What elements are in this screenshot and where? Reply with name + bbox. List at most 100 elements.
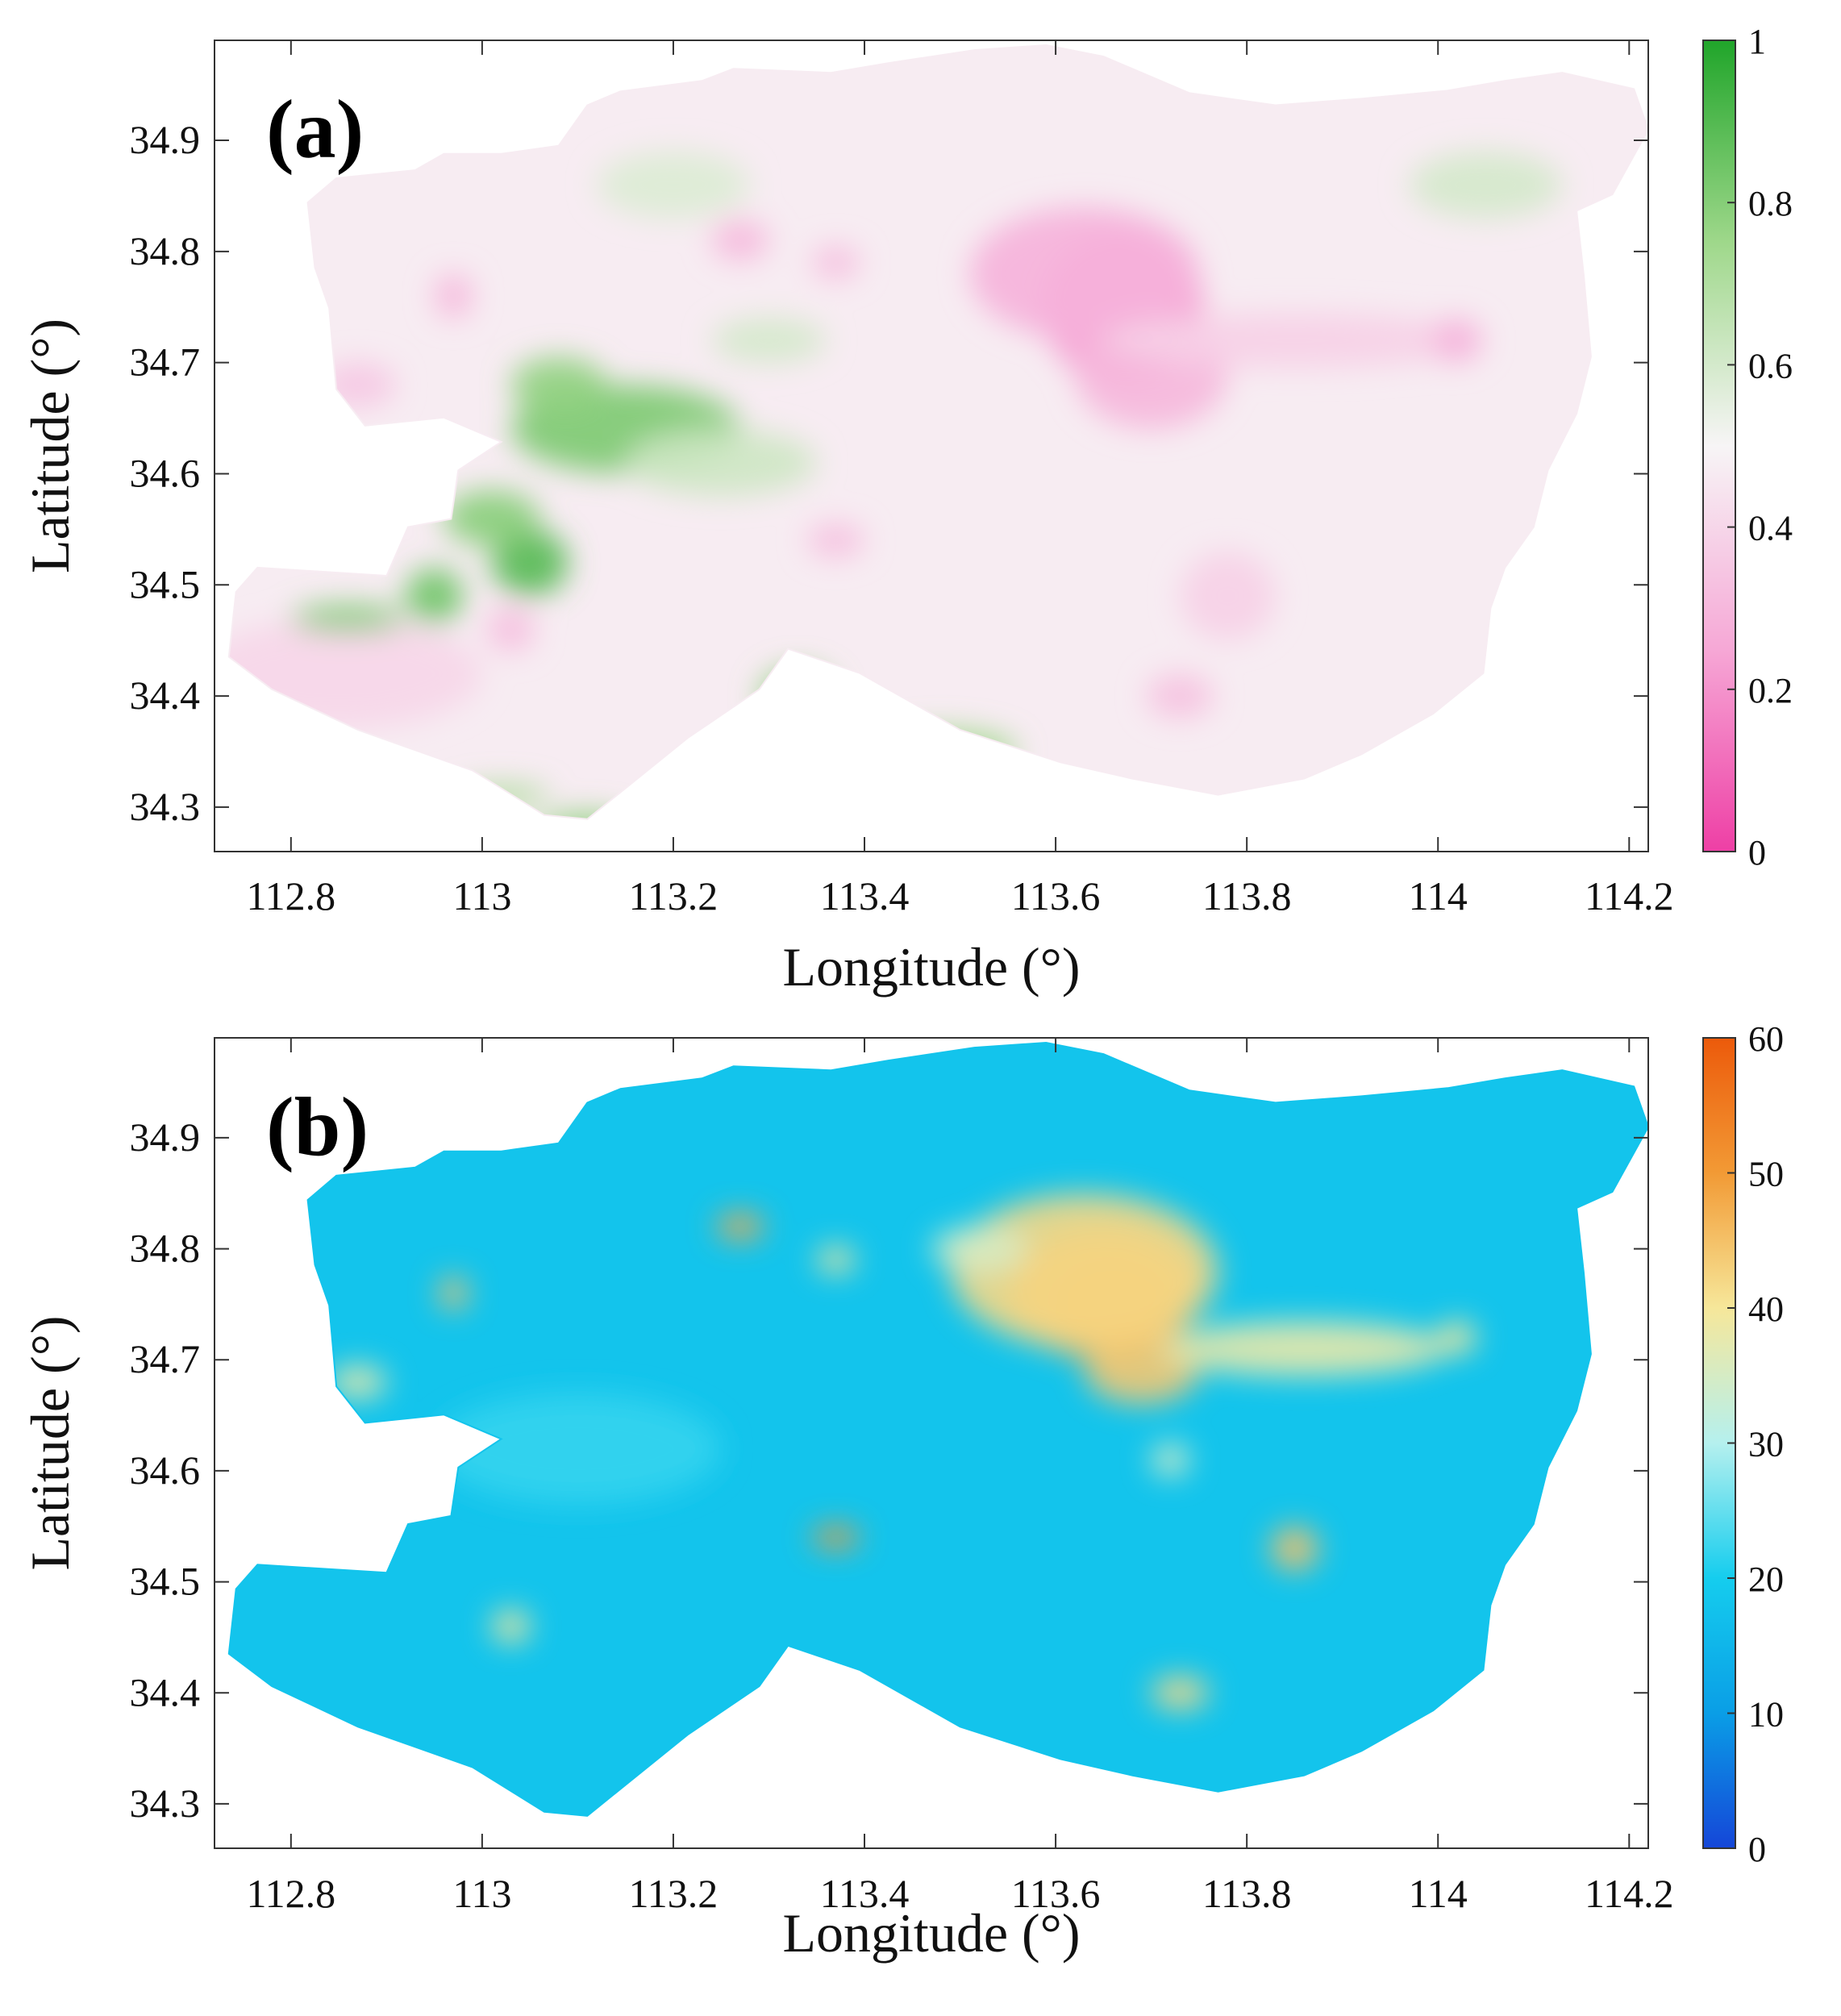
region-outline	[227, 44, 1650, 820]
colorbar-tick-label: 50	[1748, 1155, 1784, 1194]
y-tick-label: 34.5	[130, 561, 201, 606]
x-tick-label: 113	[452, 1871, 511, 1916]
map-feature-25	[1409, 151, 1563, 219]
panel-a: 112.8 113 113.2 113.4 113.6 113.8 114 114.2 34.3…	[19, 22, 1793, 998]
colorbar-tick-label: 40	[1748, 1289, 1784, 1329]
y-tick-label: 34.9	[130, 117, 201, 162]
x-tick-label: 112.8	[246, 873, 335, 918]
x-axis-label: Longitude (°)	[783, 936, 1081, 998]
colorbar-tick-label: 1	[1748, 22, 1766, 61]
x-tick-label: 113.4	[820, 873, 910, 918]
map-feature-1	[969, 206, 1199, 341]
map-feature-19	[290, 605, 406, 632]
y-tick-label: 34.7	[130, 1336, 201, 1381]
map-feature-4	[1160, 1321, 1448, 1377]
map-feature-13	[228, 618, 482, 730]
map-feature-11	[491, 1610, 531, 1643]
map-feature-17	[721, 1752, 740, 1767]
colorbar-tick-label: 20	[1748, 1560, 1784, 1599]
colorbar-tick-label: 0.8	[1748, 184, 1793, 223]
map-feature-27	[597, 151, 750, 219]
map-feature-24	[625, 429, 817, 496]
y-tick-label: 34.3	[130, 1781, 201, 1826]
map-feature-22	[539, 812, 635, 819]
y-tick-label: 34.3	[130, 784, 201, 829]
x-tick-label: 113.8	[1202, 1871, 1292, 1916]
map-feature-16	[491, 529, 569, 596]
x-tick-label: 114.2	[1585, 873, 1674, 918]
x-tick-label: 112.8	[246, 1871, 335, 1916]
y-tick-label: 34.4	[130, 1669, 201, 1714]
x-tick-label: 113.4	[820, 1871, 910, 1916]
map-feature-8	[439, 1276, 469, 1310]
y-tick-label: 34.8	[130, 1226, 201, 1271]
panel-label: (b)	[266, 1081, 369, 1173]
y-tick-label: 34.6	[130, 450, 201, 495]
map-raster	[228, 1043, 1648, 1816]
map-feature-15	[510, 356, 606, 413]
map-feature-8	[319, 362, 397, 407]
x-tick-label: 114.2	[1585, 1871, 1674, 1916]
map-feature-10	[811, 1526, 860, 1549]
map-region-background	[228, 1043, 1648, 1816]
map-feature-21	[864, 729, 1018, 774]
panel-b: 112.8 113 113.2 113.4 113.6 113.8 114 114.2 34.3…	[19, 1019, 1784, 1964]
y-tick-label: 34.8	[130, 228, 201, 273]
map-feature-17	[444, 490, 539, 547]
x-tick-label: 113.2	[629, 1871, 718, 1916]
y-tick-label: 34.6	[130, 1447, 201, 1493]
colorbar-tick-label: 60	[1748, 1019, 1784, 1059]
x-tick-label: 114	[1409, 1871, 1468, 1916]
y-tick-label: 34.5	[130, 1559, 201, 1604]
y-axis-label: Latitude (°)	[19, 1315, 81, 1570]
map-feature-12	[1180, 551, 1276, 641]
x-tick-label: 113.6	[1011, 873, 1101, 918]
region-outline	[227, 1041, 1650, 1817]
map-feature-20	[759, 668, 836, 724]
map-feature-6	[811, 245, 860, 280]
y-tick-label: 34.7	[130, 339, 201, 385]
map-feature-2	[950, 1193, 1218, 1349]
map-feature-16	[434, 1393, 722, 1505]
y-axis-label: Latitude (°)	[19, 319, 81, 573]
x-tick-label: 113.8	[1202, 873, 1292, 918]
map-feature-4	[1433, 318, 1481, 363]
map-feature-11	[1146, 673, 1214, 719]
colorbar-tick-label: 0	[1748, 833, 1766, 873]
colorbar-tick-label: 0	[1748, 1830, 1766, 1869]
colorbar-tick-label: 0.2	[1748, 671, 1793, 710]
map-feature-6	[716, 1213, 764, 1240]
x-axis-label: Longitude (°)	[783, 1902, 1081, 1964]
x-tick-label: 113.2	[629, 873, 718, 918]
y-tick-label: 34.4	[130, 673, 201, 718]
x-tick-label: 113	[452, 873, 511, 918]
map-feature-3	[1103, 312, 1486, 369]
map-feature-5	[711, 220, 769, 260]
map-feature-9	[806, 523, 865, 557]
map-feature-10	[486, 606, 535, 652]
y-tick-label: 34.9	[130, 1114, 201, 1160]
map-region-background	[228, 45, 1648, 819]
map-raster	[228, 45, 1648, 819]
x-tick-label: 114	[1409, 873, 1468, 918]
colorbar-tick-label: 10	[1748, 1695, 1784, 1735]
panel-label: (a)	[266, 83, 364, 176]
colorbar	[1702, 40, 1736, 852]
axes-frame	[214, 1037, 1649, 1849]
map-feature-18	[405, 568, 464, 624]
axes-frame	[214, 40, 1649, 852]
x-tick-label: 113.6	[1011, 1871, 1101, 1916]
map-feature-15	[931, 1227, 1027, 1272]
map-feature-13	[1270, 1526, 1318, 1571]
colorbar-tick-label: 0.6	[1748, 346, 1793, 385]
map-feature-7	[816, 1246, 856, 1273]
colorbar-tick-label: 30	[1748, 1425, 1784, 1464]
map-feature-14	[1151, 1443, 1190, 1477]
map-feature-9	[329, 1365, 387, 1399]
map-feature-26	[711, 318, 827, 363]
map-feature-12	[1151, 1676, 1209, 1710]
colorbar-tick-label: 0.4	[1748, 509, 1793, 548]
map-feature-7	[434, 273, 473, 319]
map-feature-5	[1438, 1321, 1477, 1355]
